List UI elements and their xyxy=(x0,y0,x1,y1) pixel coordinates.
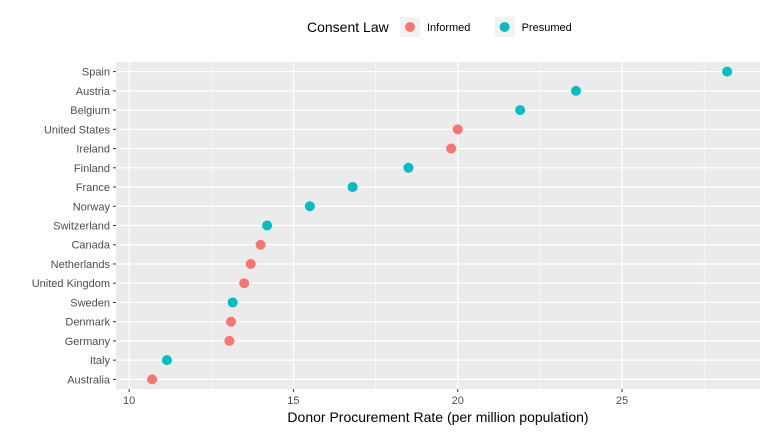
y-tick-label: Denmark xyxy=(65,317,110,329)
x-tick-label: 25 xyxy=(616,395,628,407)
y-tick-label: United States xyxy=(44,124,111,136)
legend-marker xyxy=(499,22,510,32)
data-point-ireland xyxy=(446,143,457,154)
y-tick-label: United Kingdom xyxy=(32,278,110,290)
x-tick-label: 20 xyxy=(452,395,464,407)
y-tick-label: France xyxy=(76,182,110,194)
data-point-spain xyxy=(722,66,733,77)
legend-label: Informed xyxy=(427,22,470,34)
data-point-germany xyxy=(224,335,235,346)
y-tick-label: Germany xyxy=(65,336,111,348)
data-point-finland xyxy=(403,162,414,173)
data-point-australia xyxy=(147,374,158,385)
data-point-united-kingdom xyxy=(239,278,250,289)
data-point-netherlands xyxy=(245,258,256,269)
data-point-belgium xyxy=(515,105,526,116)
y-tick-label: Finland xyxy=(74,163,110,175)
data-point-austria xyxy=(571,85,581,96)
y-tick-label: Belgium xyxy=(70,105,110,117)
x-tick-label: 10 xyxy=(123,395,135,407)
x-axis: 10 15 20 25 xyxy=(123,389,628,407)
y-axis: Spain Austria Belgium United States Ireland F… xyxy=(32,67,116,386)
y-tick-label: Switzerland xyxy=(53,221,110,233)
legend-title: Consent Law xyxy=(307,19,390,35)
y-tick-label: Sweden xyxy=(70,297,110,309)
grid-major xyxy=(116,62,760,389)
data-point-sweden xyxy=(227,297,238,308)
y-tick-label: Netherlands xyxy=(51,259,111,271)
y-tick-label: Spain xyxy=(82,67,110,79)
y-tick-label: Norway xyxy=(73,201,111,213)
y-tick-label: Ireland xyxy=(76,144,110,156)
data-point-united-states xyxy=(452,124,463,135)
data-point-france xyxy=(347,182,358,193)
data-point-italy xyxy=(161,355,172,366)
y-tick-label: Austria xyxy=(76,86,111,98)
legend: Consent Law Informed Presumed xyxy=(307,17,572,37)
data-points xyxy=(147,66,733,385)
y-tick-label: Canada xyxy=(71,240,110,252)
y-tick-label: Italy xyxy=(90,355,111,367)
x-axis-title: Donor Procurement Rate (per million popu… xyxy=(287,409,588,425)
data-point-canada xyxy=(255,239,266,250)
x-tick-label: 15 xyxy=(287,395,299,407)
legend-item-presumed: Presumed xyxy=(494,17,572,37)
legend-item-informed: Informed xyxy=(400,17,470,37)
data-point-switzerland xyxy=(262,220,273,231)
legend-marker xyxy=(405,22,415,32)
legend-label: Presumed xyxy=(522,22,572,34)
data-point-denmark xyxy=(226,316,236,327)
y-tick-label: Australia xyxy=(67,374,111,386)
data-point-norway xyxy=(304,201,315,212)
